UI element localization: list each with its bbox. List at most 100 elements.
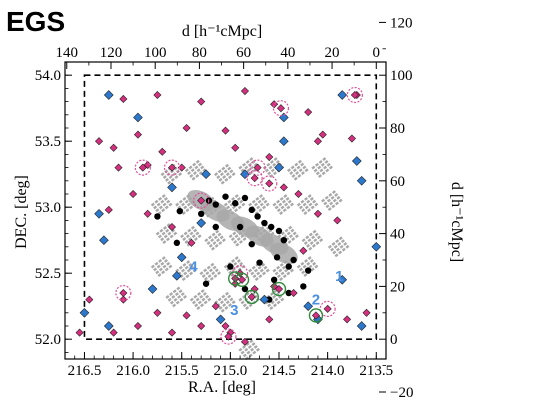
survey-field-cell — [281, 199, 286, 204]
survey-field-cell — [274, 297, 279, 302]
survey-field-cell — [186, 260, 191, 264]
survey-field-cell — [207, 297, 212, 302]
y-axis-label: DEC. [deg] — [13, 175, 30, 249]
survey-field-cell — [203, 268, 208, 273]
survey-field-cell — [191, 176, 196, 181]
survey-field-cell — [169, 234, 174, 239]
pink-diamond — [109, 328, 118, 337]
pink-diamond — [133, 130, 142, 139]
survey-field-cell — [200, 303, 205, 308]
right-tick-label: 120 — [390, 15, 413, 31]
survey-field-cell — [205, 294, 210, 299]
survey-field-cell — [270, 168, 275, 173]
black-point — [290, 256, 297, 264]
survey-field-cell — [311, 243, 316, 248]
survey-field-cell — [276, 208, 281, 213]
black-point — [280, 237, 288, 244]
survey-field-cell — [178, 289, 183, 294]
survey-field-cell — [291, 237, 296, 242]
green-circle — [244, 289, 259, 305]
blue-diamond — [356, 175, 367, 186]
survey-field-cell — [182, 237, 187, 241]
survey-field-cell — [326, 198, 331, 203]
survey-field-cell — [219, 172, 224, 177]
pink-diamond — [311, 311, 320, 320]
survey-field-cell — [159, 228, 164, 233]
survey-field-cell — [211, 232, 216, 237]
survey-field-cell — [175, 268, 180, 273]
top-tick-label: 40 — [280, 45, 295, 61]
blue-diamond — [351, 156, 362, 166]
black-point — [248, 206, 255, 214]
survey-field-cell — [333, 244, 338, 249]
survey-field-cell — [157, 273, 162, 278]
pink-diamond — [289, 288, 298, 298]
survey-field-cell — [217, 271, 222, 276]
survey-field-cell — [269, 159, 274, 164]
survey-field-cell — [156, 264, 161, 269]
pink-diamond — [240, 87, 249, 96]
survey-field-cell — [325, 204, 330, 209]
survey-field-cell — [280, 271, 285, 276]
survey-field-cell — [155, 231, 160, 236]
survey-field-cell — [261, 262, 266, 267]
x-tick-label: 213.5 — [359, 363, 393, 379]
survey-field-cell — [178, 172, 183, 177]
green-circle — [308, 308, 324, 323]
pink-diamond — [133, 321, 142, 331]
survey-field-cell — [276, 274, 281, 279]
y-tick-label: 52.0 — [35, 332, 61, 348]
y-tick-label: 52.5 — [35, 266, 61, 282]
survey-field-cell — [199, 271, 204, 276]
survey-field-cell — [279, 262, 284, 267]
survey-field-cell — [326, 162, 331, 167]
survey-field-cell — [231, 172, 236, 177]
survey-field-cell — [158, 196, 163, 201]
survey-field-cell — [310, 205, 315, 210]
survey-field-cell — [323, 165, 328, 170]
survey-field-cell — [295, 171, 300, 175]
survey-field-cell — [252, 168, 257, 173]
survey-field-cell — [170, 177, 175, 182]
survey-field — [287, 159, 309, 181]
survey-field-cell — [192, 162, 197, 167]
survey-field-cell — [156, 202, 161, 207]
survey-field-cell — [275, 159, 280, 164]
survey-field-cell — [163, 196, 168, 201]
survey-field-cell — [184, 239, 189, 244]
survey-field-cell — [190, 168, 195, 173]
blue-diamond — [240, 169, 250, 180]
survey-field-cell — [285, 196, 290, 201]
survey-field-cell — [327, 207, 332, 212]
survey-field-cell — [259, 194, 264, 198]
survey-field-cell — [221, 166, 226, 171]
survey-field-cell — [157, 234, 162, 239]
survey-field-cell — [198, 162, 203, 167]
survey-field-cell — [212, 241, 217, 245]
black-point — [236, 223, 244, 231]
black-point — [241, 285, 249, 293]
survey-field-cell — [279, 211, 284, 215]
survey-field-cell — [167, 297, 172, 302]
survey-field-cell — [193, 228, 198, 233]
survey-field-cell — [263, 265, 268, 270]
survey-field-cell — [166, 261, 171, 266]
survey-field-cell — [207, 235, 212, 240]
survey-field-cell — [172, 289, 177, 294]
survey-field-cell — [257, 265, 262, 270]
pink-diamond — [231, 279, 240, 288]
survey-field-cell — [154, 261, 159, 266]
right-tick-label: 80 — [390, 121, 405, 137]
survey-field-cell — [276, 199, 281, 204]
survey-field-cell — [321, 171, 326, 176]
survey-field-cell — [189, 173, 194, 178]
blue-diamond — [356, 321, 367, 331]
axes-layer: 216.5 216.0 215.5 215.0 214.5 214.0 213.5 52.0 5… — [35, 15, 414, 401]
survey-field-cell — [339, 244, 344, 249]
survey-field-cell — [307, 194, 312, 198]
black-point — [275, 227, 283, 235]
pink-diamond — [350, 90, 359, 100]
survey-field — [296, 194, 319, 215]
survey-field-cell — [327, 244, 332, 249]
survey-field-cell — [328, 192, 333, 197]
